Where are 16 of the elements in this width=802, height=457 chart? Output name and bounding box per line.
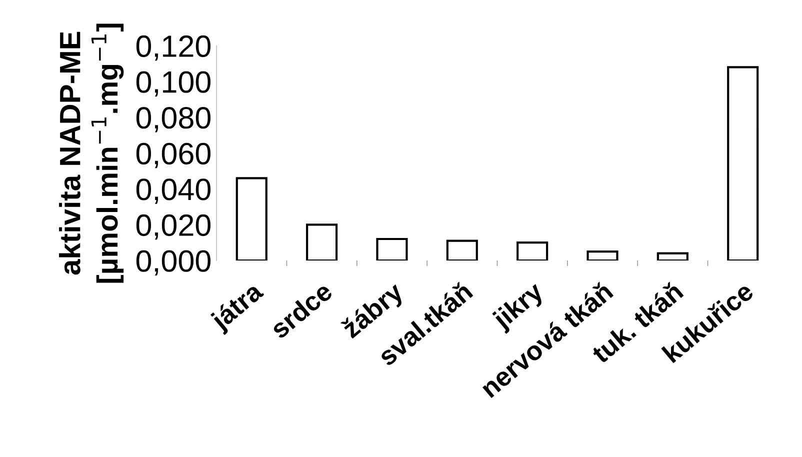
bar: [656, 252, 688, 260]
bar: [236, 177, 268, 260]
y-tick-label: 0,080: [136, 107, 210, 132]
y-tick-label: 0,020: [136, 214, 210, 240]
bar: [446, 240, 478, 260]
bar: [727, 66, 759, 260]
y-tick-label: 0,000: [136, 250, 210, 276]
y-tick-label: 0,040: [136, 178, 210, 204]
y-tick-label: 0,060: [136, 142, 210, 168]
y-tick-label: 0,100: [136, 71, 210, 96]
bar: [586, 250, 618, 260]
bar: [376, 238, 408, 260]
y-axis-title: aktivita NADP-ME [µmol.min$^{−1}$.mg$^{−1}$]: [59, 24, 124, 283]
bar: [516, 242, 548, 260]
y-tick-label: 0,120: [136, 35, 210, 61]
bar: [306, 224, 338, 260]
